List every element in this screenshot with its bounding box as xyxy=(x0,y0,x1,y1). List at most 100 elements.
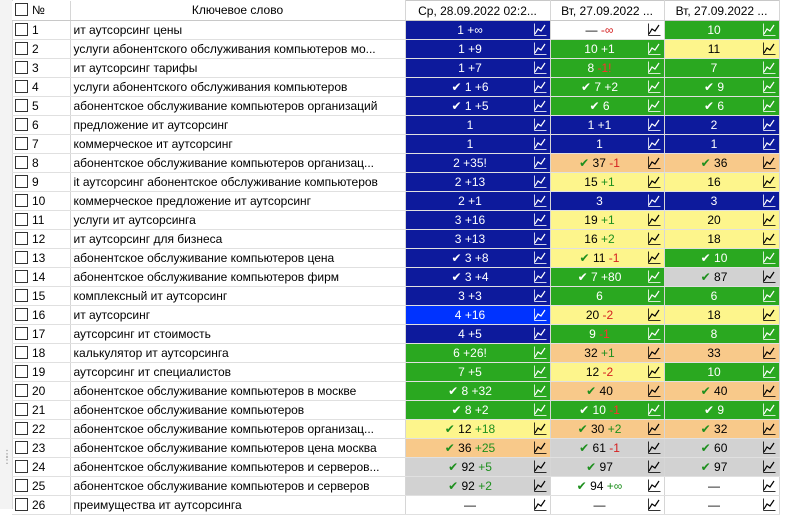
keyword-cell[interactable]: абонентское обслуживание компьютеров цен… xyxy=(70,438,406,458)
row-checkbox[interactable] xyxy=(15,23,28,36)
trend-chart-icon[interactable] xyxy=(533,403,547,416)
position-cell[interactable]: ✔ 37 -1 xyxy=(550,153,665,173)
trend-chart-icon[interactable] xyxy=(533,289,547,302)
trend-chart-icon[interactable] xyxy=(762,384,776,397)
position-cell[interactable]: 20 xyxy=(664,210,780,230)
position-cell[interactable]: ✔ 36 +25 xyxy=(405,438,551,458)
trend-chart-icon[interactable] xyxy=(647,175,661,188)
row-checkbox[interactable] xyxy=(15,403,28,416)
trend-chart-icon[interactable] xyxy=(533,384,547,397)
trend-chart-icon[interactable] xyxy=(762,460,776,473)
position-cell[interactable]: 10 xyxy=(664,362,780,382)
trend-chart-icon[interactable] xyxy=(533,137,547,150)
row-checkbox[interactable] xyxy=(15,156,28,169)
position-cell[interactable]: 1 +9 xyxy=(405,39,551,59)
keyword-cell[interactable]: ит аутсорсинг xyxy=(70,305,406,325)
row-checkbox[interactable] xyxy=(15,99,28,112)
table-row[interactable]: 8 абонентское обслуживание компьютеров ор… xyxy=(12,153,780,173)
trend-chart-icon[interactable] xyxy=(647,194,661,207)
trend-chart-icon[interactable] xyxy=(647,213,661,226)
keyword-cell[interactable]: ит аутсорсинг тарифы xyxy=(70,58,406,78)
trend-chart-icon[interactable] xyxy=(647,137,661,150)
table-row[interactable]: 20 абонентское обслуживание компьютеров в… xyxy=(12,381,780,401)
trend-chart-icon[interactable] xyxy=(533,365,547,378)
row-checkbox[interactable] xyxy=(15,61,28,74)
trend-chart-icon[interactable] xyxy=(647,460,661,473)
trend-chart-icon[interactable] xyxy=(647,156,661,169)
position-cell[interactable]: 8 -1! xyxy=(550,58,665,78)
row-number-cell[interactable]: 8 xyxy=(12,153,71,173)
position-cell[interactable]: — -∞ xyxy=(550,20,665,40)
row-number-cell[interactable]: 5 xyxy=(12,96,71,116)
trend-chart-icon[interactable] xyxy=(762,137,776,150)
trend-chart-icon[interactable] xyxy=(647,61,661,74)
keyword-cell[interactable]: коммерческое предложение ит аутсорсинг xyxy=(70,191,406,211)
position-cell[interactable]: 33 xyxy=(664,343,780,363)
trend-chart-icon[interactable] xyxy=(647,384,661,397)
position-cell[interactable]: 4 +16 xyxy=(405,305,551,325)
trend-chart-icon[interactable] xyxy=(533,42,547,55)
keyword-cell[interactable]: предложение ит аутсорсинг xyxy=(70,115,406,135)
keyword-cell[interactable]: аутсорсинг ит стоимость xyxy=(70,324,406,344)
keyword-cell[interactable]: услуги абонентского обслуживания компьют… xyxy=(70,39,406,59)
row-checkbox[interactable] xyxy=(15,384,28,397)
trend-chart-icon[interactable] xyxy=(762,194,776,207)
keyword-cell[interactable]: комплексный ит аутсорсинг xyxy=(70,286,406,306)
position-cell[interactable]: ✔ 92 +5 xyxy=(405,457,551,477)
trend-chart-icon[interactable] xyxy=(533,422,547,435)
position-cell[interactable]: 16 +2 xyxy=(550,229,665,249)
position-cell[interactable]: 6 +26! xyxy=(405,343,551,363)
table-row[interactable]: 10 коммерческое предложение ит аутсорсинг… xyxy=(12,191,780,211)
row-number-cell[interactable]: 15 xyxy=(12,286,71,306)
row-number-cell[interactable]: 19 xyxy=(12,362,71,382)
position-cell[interactable]: ✔ 7 +80 xyxy=(550,267,665,287)
splitter-grip-icon[interactable]: ⋮ ⋮ xyxy=(2,449,12,466)
row-number-cell[interactable]: 23 xyxy=(12,438,71,458)
row-number-cell[interactable]: 4 xyxy=(12,77,71,97)
trend-chart-icon[interactable] xyxy=(762,251,776,264)
position-cell[interactable]: 1 +1 xyxy=(550,115,665,135)
row-number-cell[interactable]: 22 xyxy=(12,419,71,439)
keyword-cell[interactable]: ит аутсорсинг для бизнеса xyxy=(70,229,406,249)
position-cell[interactable]: 12 -2 xyxy=(550,362,665,382)
position-cell[interactable]: ✔ 12 +18 xyxy=(405,419,551,439)
trend-chart-icon[interactable] xyxy=(762,422,776,435)
row-checkbox[interactable] xyxy=(15,175,28,188)
row-number-cell[interactable]: 3 xyxy=(12,58,71,78)
header-number[interactable]: № xyxy=(12,0,71,21)
row-number-cell[interactable]: 25 xyxy=(12,476,71,496)
row-number-cell[interactable]: 10 xyxy=(12,191,71,211)
trend-chart-icon[interactable] xyxy=(647,251,661,264)
row-number-cell[interactable]: 14 xyxy=(12,267,71,287)
table-row[interactable]: 15 комплексный ит аутсорсинг 3 +3 6 6 xyxy=(12,286,780,306)
table-row[interactable]: 14 абонентское обслуживание компьютеров ф… xyxy=(12,267,780,287)
trend-chart-icon[interactable] xyxy=(762,156,776,169)
trend-chart-icon[interactable] xyxy=(762,327,776,340)
position-cell[interactable]: 3 +16 xyxy=(405,210,551,230)
keyword-cell[interactable]: абонентское обслуживание компьютеров орг… xyxy=(70,419,406,439)
table-row[interactable]: 18 калькулятор ит аутсорсинга 6 +26! 32 +1 3… xyxy=(12,343,780,363)
position-cell[interactable]: ✔ 40 xyxy=(664,381,780,401)
trend-chart-icon[interactable] xyxy=(762,99,776,112)
keyword-cell[interactable]: абонентское обслуживание компьютеров орг… xyxy=(70,96,406,116)
position-cell[interactable]: 1 xyxy=(664,134,780,154)
trend-chart-icon[interactable] xyxy=(647,42,661,55)
position-cell[interactable]: 16 xyxy=(664,172,780,192)
trend-chart-icon[interactable] xyxy=(533,175,547,188)
row-checkbox[interactable] xyxy=(15,118,28,131)
keyword-cell[interactable]: it аутсорсинг абонентское обслуживание к… xyxy=(70,172,406,192)
trend-chart-icon[interactable] xyxy=(762,42,776,55)
row-number-cell[interactable]: 26 xyxy=(12,495,71,515)
table-row[interactable]: 3 ит аутсорсинг тарифы 1 +7 8 -1! 7 xyxy=(12,58,780,78)
row-checkbox[interactable] xyxy=(15,213,28,226)
position-cell[interactable]: — xyxy=(405,495,551,515)
row-number-cell[interactable]: 21 xyxy=(12,400,71,420)
header-date-1[interactable]: Ср, 28.09.2022 02:2... xyxy=(405,0,551,21)
trend-chart-icon[interactable] xyxy=(762,308,776,321)
trend-chart-icon[interactable] xyxy=(533,61,547,74)
keyword-cell[interactable]: абонентское обслуживание компьютеров в м… xyxy=(70,381,406,401)
row-number-cell[interactable]: 6 xyxy=(12,115,71,135)
row-checkbox[interactable] xyxy=(15,327,28,340)
position-cell[interactable]: ✔ 3 +4 xyxy=(405,267,551,287)
trend-chart-icon[interactable] xyxy=(533,156,547,169)
